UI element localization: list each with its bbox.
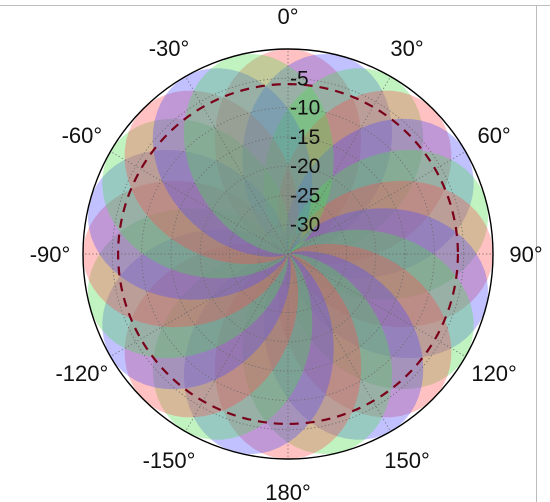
angle-tick-label: 150° [384,448,430,473]
radial-tick-label: -25 [290,184,320,207]
angle-tick-label: -30° [149,36,190,61]
lobe [124,90,299,265]
angle-tick-label: 60° [477,123,510,148]
radial-grid-circle [141,107,435,401]
label-layer: 0° 30° 60° 90° 120° 150° 180° -150° -120° -90° -60… [30,4,543,502]
radial-tick-label: -15 [290,126,320,149]
angle-tick-label: -90° [30,242,71,267]
lobe [242,253,393,454]
lobe [263,68,424,257]
lobe [102,229,291,390]
angle-tick-label: 0° [277,4,298,29]
angle-tick-label: -60° [62,123,103,148]
outer-boundary-circle [82,48,494,460]
lobe [183,54,334,255]
frame-top-border [0,5,550,6]
radial-grid-circle [170,136,406,372]
grid-layer [82,48,494,460]
angle-tick-label: 30° [390,36,423,61]
lobe [214,254,362,459]
lobe [88,149,289,300]
lobe [288,180,493,328]
angle-tick-label: -120° [55,361,108,386]
lobe-layer [83,49,493,459]
frame-right-border [536,5,537,502]
radial-grid-circle [111,77,465,431]
radial-grid-circle [199,165,377,343]
lobe [285,118,474,279]
lobe [263,251,424,440]
lobe [242,54,393,255]
lobe [287,208,488,359]
angle-tick-label: 120° [471,361,517,386]
lobe [152,251,313,440]
radial-tick-label: -30 [290,214,320,237]
radial-tick-label: -20 [290,155,320,178]
radial-tick-label: -10 [290,97,320,120]
angle-tick-label: 180° [265,480,311,502]
lobe [214,49,362,254]
angle-tick-label: -150° [143,448,196,473]
radial-tick-label: -5 [290,67,309,90]
angle-tick-label: 90° [509,242,542,267]
lobe [285,229,474,390]
lobe [102,118,291,279]
lobe [83,180,288,328]
reference-circle [117,83,459,425]
lobe [152,68,313,257]
lobe [88,208,289,359]
lobe [287,149,488,300]
lobe [183,253,334,454]
